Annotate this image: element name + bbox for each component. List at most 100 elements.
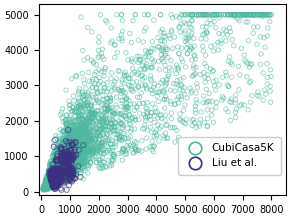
Point [52, 177, 57, 180]
Point [53, 169, 58, 173]
Point [55, 154, 60, 158]
Point [60, 168, 65, 172]
Point [54, 168, 59, 171]
Point [72, 162, 77, 165]
Point [173, 103, 177, 106]
Point [65, 162, 70, 166]
Point [144, 87, 149, 91]
Point [142, 61, 146, 65]
Point [138, 59, 142, 62]
Point [53, 166, 58, 169]
Point [248, 13, 253, 16]
Point [62, 137, 66, 140]
Point [56, 167, 61, 171]
Point [52, 175, 57, 179]
Point [59, 170, 63, 174]
Point [69, 155, 74, 159]
Point [52, 177, 56, 180]
Point [66, 165, 70, 169]
Point [61, 169, 66, 172]
Point [53, 175, 57, 178]
Point [56, 170, 60, 173]
Point [44, 185, 49, 189]
Point [210, 70, 215, 73]
Point [63, 139, 68, 142]
Point [56, 173, 61, 177]
Point [77, 148, 81, 152]
Point [130, 57, 134, 60]
Point [57, 145, 62, 148]
Point [55, 171, 59, 174]
Point [53, 177, 57, 180]
Point [46, 185, 51, 189]
Point [47, 179, 52, 183]
Point [202, 71, 206, 74]
Point [59, 176, 63, 180]
Point [62, 164, 67, 167]
Point [49, 178, 54, 182]
Point [61, 161, 66, 164]
Point [58, 179, 63, 182]
Point [58, 178, 62, 182]
Point [64, 167, 69, 170]
Point [55, 167, 59, 170]
Point [179, 95, 184, 98]
Point [57, 178, 61, 182]
Point [135, 106, 139, 110]
Point [52, 173, 57, 177]
Point [52, 167, 57, 171]
Point [45, 184, 50, 187]
Point [53, 168, 58, 171]
Point [48, 177, 53, 181]
Point [53, 169, 58, 172]
Point [66, 159, 70, 163]
Point [64, 162, 69, 165]
Point [70, 152, 75, 155]
Point [195, 82, 199, 85]
Point [51, 178, 56, 181]
Point [53, 175, 58, 179]
Point [67, 135, 72, 138]
Point [79, 126, 84, 130]
Point [49, 176, 54, 179]
Point [86, 166, 91, 169]
Point [83, 155, 87, 159]
Point [52, 168, 57, 172]
Point [52, 178, 57, 182]
Point [53, 175, 58, 178]
Point [59, 159, 64, 162]
Point [72, 130, 77, 133]
Point [55, 173, 60, 177]
Point [64, 157, 69, 160]
Point [61, 156, 66, 159]
Point [56, 172, 61, 176]
Point [54, 175, 59, 178]
Point [55, 174, 60, 177]
Point [80, 90, 85, 94]
Point [65, 147, 70, 150]
Point [48, 179, 52, 183]
Point [122, 74, 127, 77]
Point [57, 176, 62, 179]
Point [48, 184, 53, 188]
Point [43, 185, 48, 189]
Point [46, 185, 51, 189]
Point [52, 179, 57, 183]
Point [144, 26, 148, 30]
Point [59, 177, 63, 180]
Point [69, 136, 74, 140]
Point [99, 70, 104, 73]
Point [64, 143, 68, 147]
Point [69, 172, 73, 175]
Point [103, 125, 108, 128]
Point [50, 170, 55, 174]
Point [62, 141, 67, 144]
Point [59, 167, 64, 170]
Point [49, 177, 54, 180]
Point [50, 169, 55, 172]
Point [82, 150, 86, 154]
Point [49, 169, 54, 172]
Point [79, 144, 84, 147]
Point [150, 145, 155, 148]
Point [56, 168, 61, 171]
